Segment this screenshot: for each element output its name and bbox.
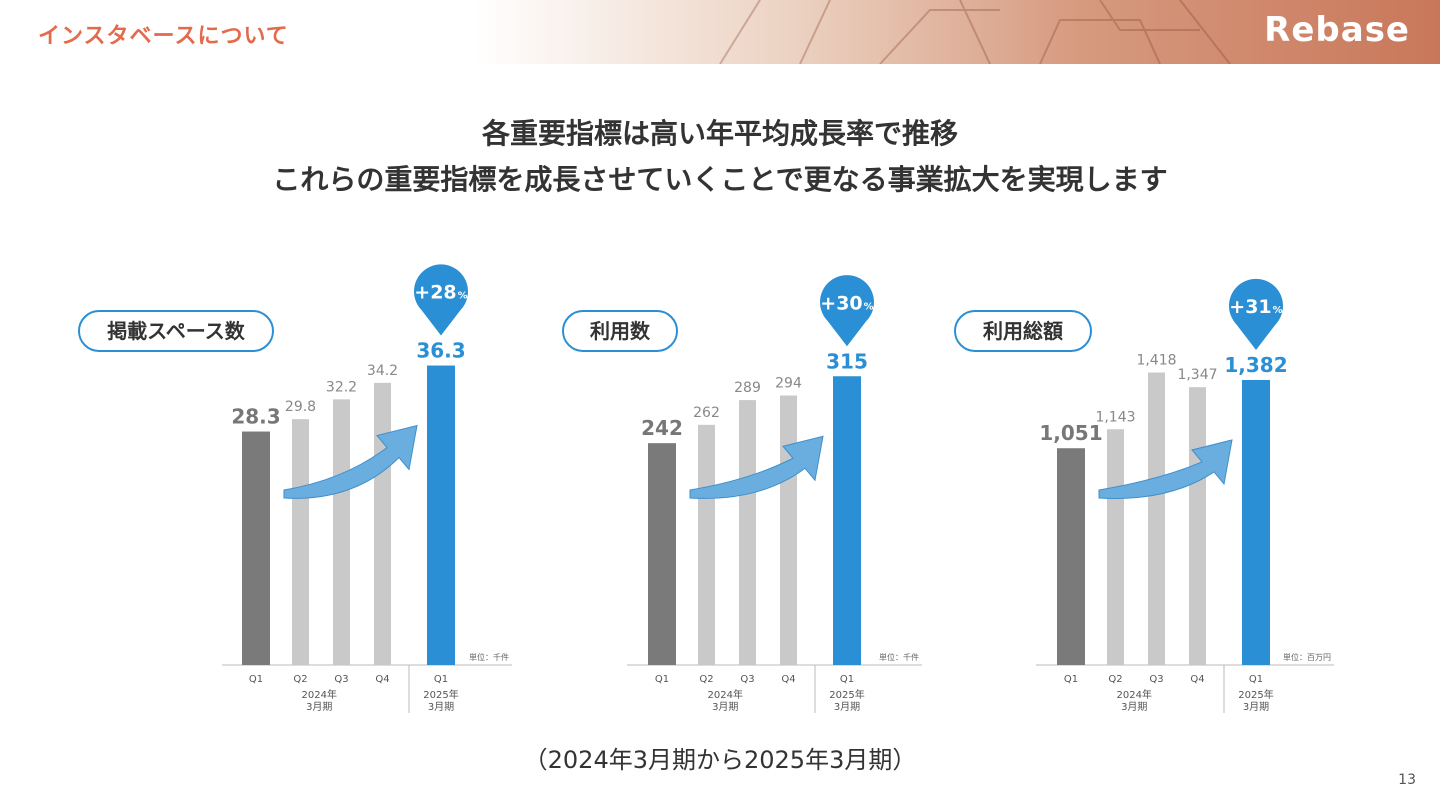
chart-1-tick-label-4: Q4 xyxy=(375,674,389,685)
chart-2-bar-1 xyxy=(648,443,676,665)
chart-3-bar-4 xyxy=(1189,387,1206,665)
chart-3-growth-badge xyxy=(1229,278,1284,350)
chart-1-tick-label-1: Q1 xyxy=(249,674,263,685)
chart-1-bar-4 xyxy=(374,382,391,665)
chart-1-growth-value: +28% xyxy=(414,282,467,304)
chart-1-bar-2 xyxy=(292,419,309,665)
headline-line-2: これらの重要指標を成長させていくことで更なる事業拡大を実現します xyxy=(272,163,1168,196)
chart-1-tick-label-5: Q1 xyxy=(434,674,448,685)
chart-3-bar-5 xyxy=(1242,379,1270,665)
chart-1-tick-label-3: Q3 xyxy=(334,674,348,685)
chart-3-value-label-4: 1,347 xyxy=(1177,367,1217,383)
chart-1: 28.3Q129.8Q232.2Q334.2Q436.3Q12024年3月期20… xyxy=(222,264,512,713)
chart-1-unit-label: 単位：千件 xyxy=(469,652,509,662)
section-title: インスタベースについて xyxy=(38,24,289,49)
chart-3-bar-3 xyxy=(1148,372,1165,665)
chart-1-bar-5 xyxy=(427,365,455,665)
chart-2: 242Q1262Q2289Q3294Q4315Q12024年3月期2025年3月… xyxy=(627,275,922,713)
chart-1-group-label-2-1: 2025年 xyxy=(423,688,458,701)
headline-line-1: 各重要指標は高い年平均成長率で推移 xyxy=(481,117,958,150)
chart-2-value-label-5: 315 xyxy=(826,349,868,373)
chart-1-bar-3 xyxy=(333,399,350,665)
rebase-logo: Rebase xyxy=(1264,10,1410,50)
chart-3-group-label-2-2: 3月期 xyxy=(1243,701,1269,713)
chart-1-title-pill: 掲載スペース数 xyxy=(78,310,274,352)
chart-2-value-label-2: 262 xyxy=(693,405,720,421)
chart-1-value-label-4: 34.2 xyxy=(367,363,398,379)
header-illustration xyxy=(0,0,1440,64)
chart-3-value-label-3: 1,418 xyxy=(1136,353,1176,369)
chart-2-tick-label-3: Q3 xyxy=(740,674,754,685)
chart-1-value-label-5: 36.3 xyxy=(416,339,465,363)
chart-3-title-pill: 利用総額 xyxy=(954,310,1092,352)
chart-3-tick-label-3: Q3 xyxy=(1149,674,1163,685)
chart-3-bar-1 xyxy=(1057,448,1085,665)
chart-1-group-label-1-2: 3月期 xyxy=(306,701,332,713)
chart-2-bar-3 xyxy=(739,400,756,665)
chart-2-tick-label-2: Q2 xyxy=(699,674,713,685)
chart-2-group-label-1-1: 2024年 xyxy=(708,688,743,701)
chart-3-group-label-2-1: 2025年 xyxy=(1238,688,1273,701)
chart-3-value-label-2: 1,143 xyxy=(1095,409,1135,425)
chart-2-growth-badge xyxy=(819,275,874,347)
chart-2-bar-5 xyxy=(833,376,861,665)
chart-2-title-pill: 利用数 xyxy=(562,310,678,352)
chart-2-bar-2 xyxy=(698,424,715,665)
chart-3-value-label-1: 1,051 xyxy=(1039,421,1102,445)
chart-2-value-label-4: 294 xyxy=(775,376,802,392)
chart-1-group-label-1-1: 2024年 xyxy=(302,688,337,701)
chart-3-group-label-1-1: 2024年 xyxy=(1117,688,1152,701)
chart-3-growth-arrow xyxy=(1098,439,1233,499)
chart-2-tick-label-5: Q1 xyxy=(840,674,854,685)
chart-3-growth-value: +31% xyxy=(1229,296,1282,318)
chart-3-tick-label-5: Q1 xyxy=(1249,674,1263,685)
chart-2-group-label-1-2: 3月期 xyxy=(712,701,738,713)
chart-2-value-label-1: 242 xyxy=(641,416,683,440)
chart-2-group-label-2-1: 2025年 xyxy=(829,688,864,701)
chart-1-value-label-3: 32.2 xyxy=(326,379,357,395)
chart-2-group-label-2-2: 3月期 xyxy=(834,701,860,713)
chart-3-bar-2 xyxy=(1107,429,1124,665)
chart-3-tick-label-1: Q1 xyxy=(1064,674,1078,685)
header-banner: インスタベースについて Rebase xyxy=(0,0,1440,64)
chart-1-value-label-2: 29.8 xyxy=(285,399,316,415)
chart-3-tick-label-2: Q2 xyxy=(1108,674,1122,685)
chart-1-tick-label-2: Q2 xyxy=(293,674,307,685)
chart-3-tick-label-4: Q4 xyxy=(1190,674,1204,685)
chart-2-unit-label: 単位：千件 xyxy=(879,652,919,662)
period-footnote: （2024年3月期から2025年3月期） xyxy=(523,746,917,774)
chart-2-tick-label-4: Q4 xyxy=(781,674,795,685)
chart-2-value-label-3: 289 xyxy=(734,380,761,396)
chart-2-growth-value: +30% xyxy=(820,292,873,314)
chart-2-tick-label-1: Q1 xyxy=(655,674,669,685)
page-number: 13 xyxy=(1398,772,1416,788)
chart-3-group-label-1-2: 3月期 xyxy=(1121,701,1147,713)
chart-1-value-label-1: 28.3 xyxy=(231,405,280,429)
chart-1-growth-arrow xyxy=(283,424,418,499)
chart-3: 1,051 Q1 1,143 Q2 1,418 Q3 1,347 Q4 1,382 Q1 2024年… xyxy=(1036,278,1334,713)
chart-1-bar-1 xyxy=(242,431,270,665)
chart-2-bar-4 xyxy=(780,395,797,665)
chart-1-group-label-2-2: 3月期 xyxy=(428,701,454,713)
chart-2-growth-arrow xyxy=(689,435,824,499)
chart-3-unit-label: 単位：百万円 xyxy=(1283,652,1331,662)
chart-3-value-label-5: 1,382 xyxy=(1224,353,1287,377)
chart-1-growth-badge xyxy=(414,264,468,336)
